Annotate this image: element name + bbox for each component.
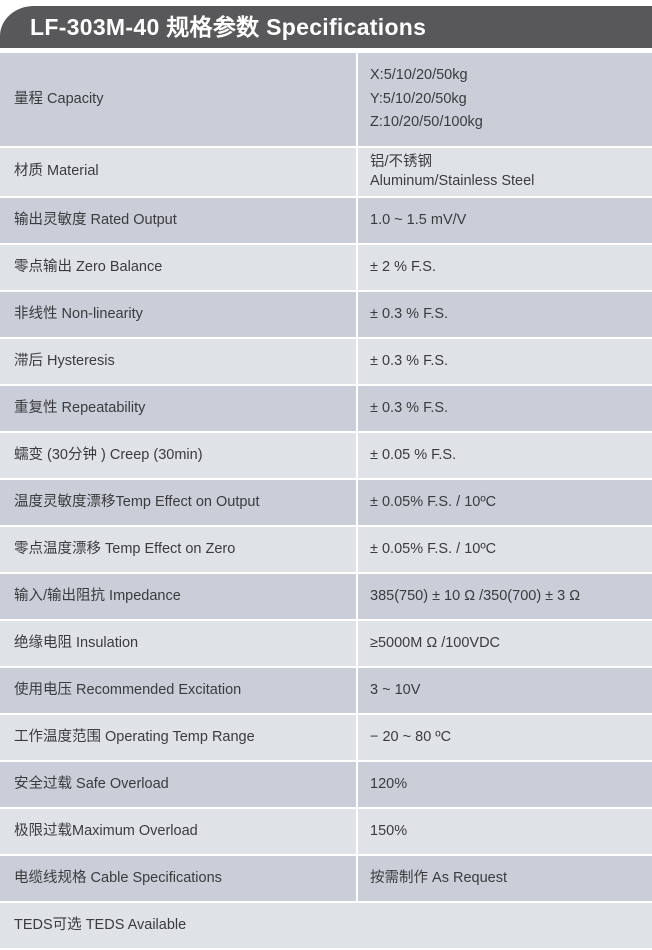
table-row: 极限过载Maximum Overload 150%: [0, 809, 652, 854]
table-row: 安全过载 Safe Overload 120%: [0, 762, 652, 807]
table-row: 使用电压 Recommended Excitation 3 ~ 10V: [0, 668, 652, 713]
spec-value-line: X:5/10/20/50kg: [370, 67, 468, 84]
spec-value-line: 铝/不锈钢: [370, 154, 433, 171]
spec-label-cell: 温度灵敏度漂移Temp Effect on Output: [0, 480, 358, 525]
spec-label-cell: 极限过载Maximum Overload: [0, 809, 358, 854]
spec-value-cell: ± 2 % F.S.: [358, 245, 652, 290]
spec-label-cell: 量程 Capacity: [0, 53, 358, 146]
spec-value-cell: 1.0 ~ 1.5 mV/V: [358, 198, 652, 243]
spec-value-cell: ± 0.3 % F.S.: [358, 386, 652, 431]
table-row-footer: TEDS可选 TEDS Available: [0, 903, 652, 948]
spec-value-lines: X:5/10/20/50kg Y:5/10/20/50kg Z:10/20/50/1…: [370, 66, 652, 133]
table-row: 温度灵敏度漂移Temp Effect on Output ± 0.05% F.S.…: [0, 480, 652, 525]
spec-value-cell: ± 0.3 % F.S.: [358, 292, 652, 337]
spec-value-cell: ± 0.05% F.S. / 10ºC: [358, 480, 652, 525]
spec-label-cell: 输入/输出阻抗 Impedance: [0, 574, 358, 619]
table-row: 蠕变 (30分钟 ) Creep (30min) ± 0.05 % F.S.: [0, 433, 652, 478]
spec-label-cell: 电缆线规格 Cable Specifications: [0, 856, 358, 901]
table-row: 绝缘电阻 Insulation ≥5000M Ω /100VDC: [0, 621, 652, 666]
spec-label-cell: 蠕变 (30分钟 ) Creep (30min): [0, 433, 358, 478]
table-row: 输出灵敏度 Rated Output 1.0 ~ 1.5 mV/V: [0, 198, 652, 243]
spec-label-cell: 材质 Material: [0, 148, 358, 196]
spec-label-cell: 非线性 Non-linearity: [0, 292, 358, 337]
spec-value-cell: ± 0.05 % F.S.: [358, 433, 652, 478]
spec-value-cell: X:5/10/20/50kg Y:5/10/20/50kg Z:10/20/50/1…: [358, 53, 652, 146]
spec-value-lines: 铝/不锈钢 Aluminum/Stainless Steel: [370, 153, 652, 191]
teds-option-cell: TEDS可选 TEDS Available: [0, 903, 652, 948]
specifications-sheet: LF-303M-40 规格参数 Specifications 量程 Capaci…: [0, 6, 652, 948]
table-row: 零点输出 Zero Balance ± 2 % F.S.: [0, 245, 652, 290]
spec-label-cell: 工作温度范围 Operating Temp Range: [0, 715, 358, 760]
table-row: 非线性 Non-linearity ± 0.3 % F.S.: [0, 292, 652, 337]
spec-label-cell: 零点温度漂移 Temp Effect on Zero: [0, 527, 358, 572]
table-row: 量程 Capacity X:5/10/20/50kg Y:5/10/20/50kg Z…: [0, 53, 652, 146]
spec-value-line: Z:10/20/50/100kg: [370, 114, 483, 131]
page-title: LF-303M-40 规格参数 Specifications: [30, 13, 427, 40]
table-row: 零点温度漂移 Temp Effect on Zero ± 0.05% F.S. /…: [0, 527, 652, 572]
spec-value-cell: 150%: [358, 809, 652, 854]
spec-value-cell: 铝/不锈钢 Aluminum/Stainless Steel: [358, 148, 652, 196]
spec-value-cell: 按需制作 As Request: [358, 856, 652, 901]
table-row: 材质 Material 铝/不锈钢 Aluminum/Stainless Steel: [0, 148, 652, 196]
spec-value-line: Aluminum/Stainless Steel: [370, 173, 535, 189]
table-row: 输入/输出阻抗 Impedance 385(750) ± 10 Ω /350(70…: [0, 574, 652, 619]
spec-label-cell: 使用电压 Recommended Excitation: [0, 668, 358, 713]
spec-label-cell: 安全过载 Safe Overload: [0, 762, 358, 807]
spec-label-cell: 重复性 Repeatability: [0, 386, 358, 431]
spec-label-cell: 输出灵敏度 Rated Output: [0, 198, 358, 243]
spec-value-cell: 3 ~ 10V: [358, 668, 652, 713]
specifications-table: 量程 Capacity X:5/10/20/50kg Y:5/10/20/50kg Z…: [0, 51, 652, 950]
spec-value-cell: 385(750) ± 10 Ω /350(700) ± 3 Ω: [358, 574, 652, 619]
spec-value-cell: 120%: [358, 762, 652, 807]
spec-value-cell: ± 0.05% F.S. / 10ºC: [358, 527, 652, 572]
specifications-header-banner: LF-303M-40 规格参数 Specifications: [0, 6, 652, 48]
spec-label-cell: 零点输出 Zero Balance: [0, 245, 358, 290]
spec-value-cell: ≥5000M Ω /100VDC: [358, 621, 652, 666]
spec-value-cell: − 20 ~ 80 ºC: [358, 715, 652, 760]
table-row: 工作温度范围 Operating Temp Range − 20 ~ 80 ºC: [0, 715, 652, 760]
spec-value-cell: ± 0.3 % F.S.: [358, 339, 652, 384]
spec-label-cell: 滞后 Hysteresis: [0, 339, 358, 384]
specifications-table-body: 量程 Capacity X:5/10/20/50kg Y:5/10/20/50kg Z…: [0, 53, 652, 948]
spec-value-line: Y:5/10/20/50kg: [370, 90, 467, 107]
table-row: 电缆线规格 Cable Specifications 按需制作 As Reques…: [0, 856, 652, 901]
spec-label-cell: 绝缘电阻 Insulation: [0, 621, 358, 666]
table-row: 滞后 Hysteresis ± 0.3 % F.S.: [0, 339, 652, 384]
table-row: 重复性 Repeatability ± 0.3 % F.S.: [0, 386, 652, 431]
